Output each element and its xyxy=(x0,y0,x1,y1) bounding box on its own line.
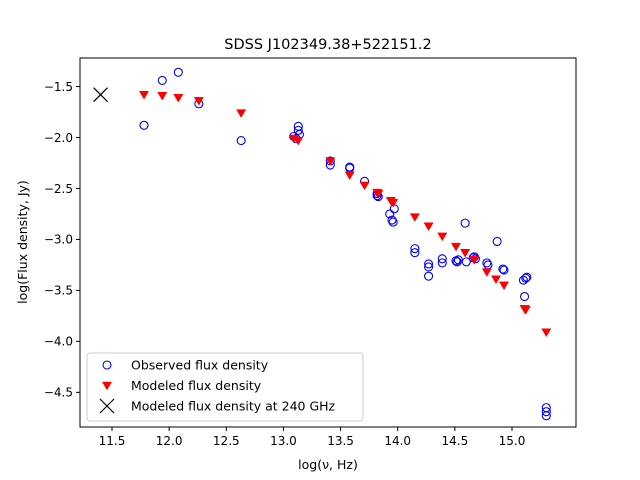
y-axis-label: log(Flux density, Jy) xyxy=(15,180,30,304)
observed-point xyxy=(424,259,434,269)
legend-frame xyxy=(86,352,364,422)
observed-point xyxy=(173,67,183,77)
observed-point xyxy=(157,75,167,85)
x-tick-label: 12.0 xyxy=(156,434,183,448)
modeled-240ghz-point xyxy=(93,87,108,103)
x-tick-label: 14.0 xyxy=(384,434,411,448)
modeled-point xyxy=(541,328,552,338)
data-points xyxy=(93,67,552,421)
legend-label-modeled-240ghz: Modeled flux density at 240 GHz xyxy=(131,399,336,414)
modeled-point xyxy=(423,222,434,232)
observed-point xyxy=(424,262,434,272)
observed-point xyxy=(385,209,395,219)
observed-point xyxy=(388,217,398,227)
observed-point xyxy=(236,136,246,146)
y-axis: −1.5 −2.0 −2.5 −3.0 −3.5 −4.0 −4.5 xyxy=(44,80,80,400)
x-tick-label: 12.5 xyxy=(213,434,240,448)
modeled-point xyxy=(293,136,304,146)
observed-point xyxy=(410,244,420,254)
modeled-point xyxy=(520,306,531,315)
observed-point xyxy=(410,248,420,258)
observed-point xyxy=(492,236,502,247)
observed-point xyxy=(437,254,447,264)
modeled-point xyxy=(437,232,448,242)
x-axis-label: log(ν, Hz) xyxy=(298,457,358,472)
modeled-point xyxy=(490,275,502,285)
modeled-point xyxy=(469,256,480,265)
observed-point xyxy=(541,407,551,417)
chart-title: SDSS J102349.38+522151.2 xyxy=(224,37,431,53)
modeled-point xyxy=(373,189,384,199)
legend-label-observed: Observed flux density xyxy=(131,358,269,373)
observed-point xyxy=(437,258,447,268)
x-tick-label: 13.0 xyxy=(270,434,297,448)
modeled-point xyxy=(388,199,399,208)
observed-point xyxy=(520,291,530,302)
modeled-point xyxy=(193,97,204,106)
x-tick-label: 14.5 xyxy=(441,434,468,448)
observed-point xyxy=(387,215,397,225)
x-axis: 11.5 12.0 12.5 13.0 13.5 14.0 14.5 15.0 xyxy=(99,427,526,448)
modeled-point xyxy=(359,181,370,191)
modeled-point xyxy=(409,213,420,222)
observed-point xyxy=(482,258,492,268)
x-tick-label: 11.5 xyxy=(99,434,126,448)
x-tick-label: 15.0 xyxy=(499,434,526,448)
legend-marker-observed xyxy=(102,360,112,370)
plot-frame xyxy=(79,57,577,428)
y-tick-label: −3.5 xyxy=(44,284,73,298)
modeled-point xyxy=(344,171,355,181)
observed-point xyxy=(460,218,470,228)
modeled-point xyxy=(138,90,150,100)
y-tick-label: −2.5 xyxy=(44,182,73,196)
observed-point xyxy=(499,265,509,275)
modeled-point xyxy=(460,248,471,258)
legend-marker-modeled-240ghz xyxy=(99,398,115,414)
y-tick-label: −3.0 xyxy=(44,233,73,247)
y-tick-label: −2.0 xyxy=(44,131,73,145)
modeled-point xyxy=(173,94,184,103)
legend-label-modeled: Modeled flux density xyxy=(131,378,262,393)
x-tick-label: 13.5 xyxy=(327,434,354,448)
y-tick-label: −4.5 xyxy=(44,386,73,400)
modeled-point xyxy=(498,281,510,291)
modeled-point xyxy=(450,242,462,252)
legend-marker-modeled xyxy=(101,381,113,391)
modeled-point xyxy=(236,109,247,118)
modeled-point xyxy=(325,157,336,166)
observed-point xyxy=(541,411,551,421)
observed-point xyxy=(521,273,531,283)
observed-point xyxy=(461,257,471,267)
observed-point xyxy=(424,271,434,281)
observed-point xyxy=(139,120,149,130)
modeled-point xyxy=(481,268,492,277)
y-tick-label: −1.5 xyxy=(44,80,73,94)
legend: Observed flux density Modeled flux densit… xyxy=(86,352,364,422)
modeled-point xyxy=(157,92,168,101)
observed-point xyxy=(522,272,532,282)
observed-point xyxy=(452,257,462,267)
observed-point xyxy=(293,125,303,135)
y-tick-label: −4.0 xyxy=(44,335,73,349)
observed-point xyxy=(498,264,508,274)
